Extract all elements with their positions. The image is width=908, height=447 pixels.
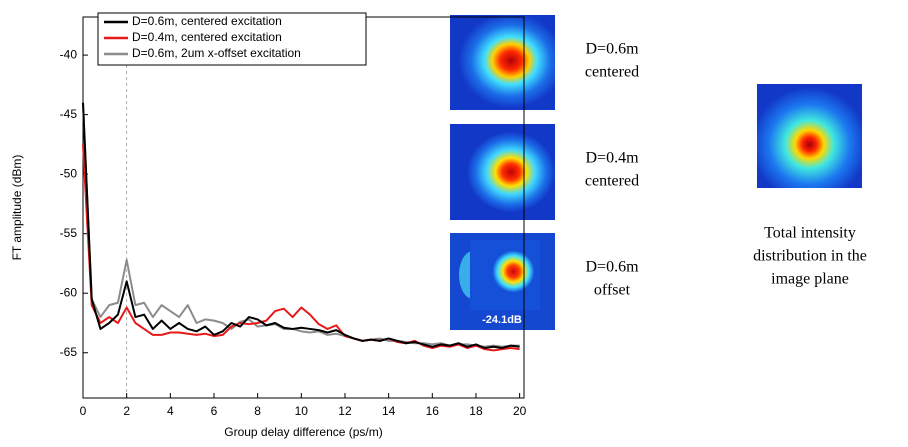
x-tick-label: 8 — [254, 404, 261, 418]
y-tick-label: -45 — [60, 107, 78, 121]
x-tick-label: 4 — [167, 404, 174, 418]
y-tick-label: -50 — [60, 166, 78, 180]
heatmaps — [450, 15, 862, 330]
y-tick-label: -65 — [60, 345, 78, 359]
y-tick-label: -60 — [60, 285, 78, 299]
heatmap — [450, 124, 555, 220]
legend-label: D=0.6m, 2um x-offset excitation — [132, 46, 301, 60]
panel-label: offset — [594, 282, 631, 299]
x-tick-label: 2 — [123, 404, 130, 418]
series-line — [82, 102, 520, 349]
total-label: distribution in the — [753, 248, 867, 265]
panel-label: D=0.6m — [585, 41, 639, 58]
panel-label: centered — [585, 173, 639, 190]
x-tick-label: 6 — [211, 404, 218, 418]
x-tick-label: 0 — [80, 404, 87, 418]
panel-label: centered — [585, 64, 639, 81]
heatmap — [757, 84, 862, 188]
legend-label: D=0.6m, centered excitation — [132, 14, 282, 28]
y-tick-label: -55 — [60, 226, 78, 240]
heatmap-lobe — [470, 240, 540, 310]
x-axis-label: Group delay difference (ps/m) — [224, 425, 383, 439]
x-tick-label: 14 — [382, 404, 396, 418]
total-label: image plane — [771, 271, 849, 288]
panel-label: D=0.4m — [585, 150, 639, 167]
series-line — [82, 144, 520, 352]
x-tick-label: 20 — [513, 404, 527, 418]
total-label: Total intensity — [764, 225, 856, 242]
legend-label: D=0.4m, centered excitation — [132, 30, 282, 44]
x-tick-label: 18 — [469, 404, 483, 418]
panel-label: D=0.6m — [585, 259, 639, 276]
y-axis-label: FT amplitude (dBm) — [10, 155, 24, 261]
heatmap — [450, 15, 555, 110]
x-tick-label: 16 — [426, 404, 440, 418]
x-tick-label: 10 — [295, 404, 309, 418]
legend-box — [97, 12, 367, 66]
x-tick-label: 12 — [338, 404, 352, 418]
panel-overlay: -24.1dB — [482, 314, 522, 326]
y-tick-label: -40 — [60, 47, 78, 61]
